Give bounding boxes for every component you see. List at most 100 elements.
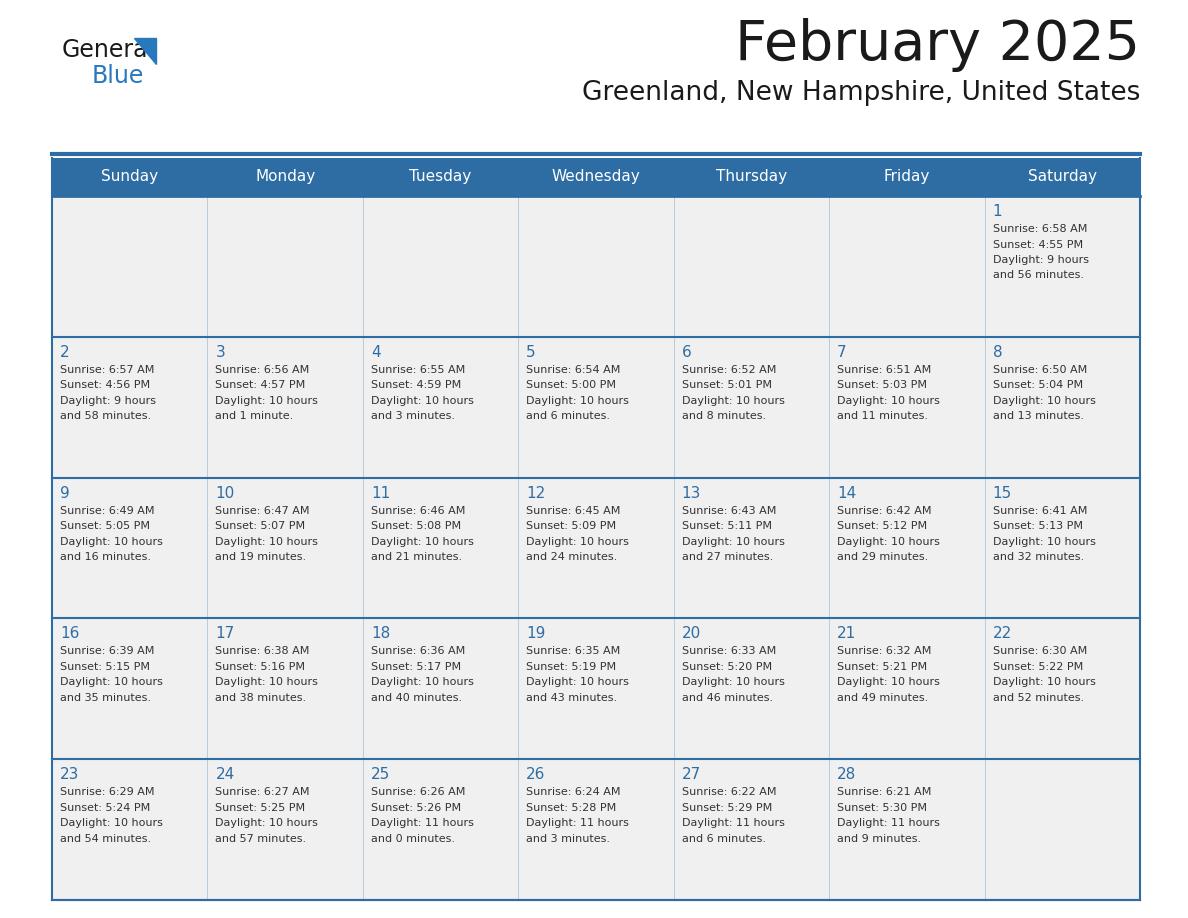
Bar — [362, 337, 518, 477]
Text: and 49 minutes.: and 49 minutes. — [838, 693, 928, 703]
Text: 16: 16 — [61, 626, 80, 642]
Text: Daylight: 11 hours: Daylight: 11 hours — [526, 818, 630, 828]
Text: and 29 minutes.: and 29 minutes. — [838, 552, 928, 562]
Text: 1: 1 — [992, 204, 1003, 219]
Bar — [362, 619, 518, 759]
Text: Sunset: 4:55 PM: Sunset: 4:55 PM — [992, 240, 1082, 250]
Text: and 3 minutes.: and 3 minutes. — [371, 411, 455, 421]
Text: and 0 minutes.: and 0 minutes. — [371, 834, 455, 844]
Text: Sunrise: 6:39 AM: Sunrise: 6:39 AM — [61, 646, 154, 656]
Bar — [829, 337, 985, 477]
Text: Sunrise: 6:57 AM: Sunrise: 6:57 AM — [61, 364, 154, 375]
Bar — [829, 477, 985, 619]
Text: Daylight: 10 hours: Daylight: 10 hours — [371, 677, 474, 688]
Text: Sunrise: 6:35 AM: Sunrise: 6:35 AM — [526, 646, 620, 656]
Text: Sunset: 5:24 PM: Sunset: 5:24 PM — [61, 802, 150, 812]
Text: Sunset: 5:08 PM: Sunset: 5:08 PM — [371, 521, 461, 532]
Text: Sunset: 5:22 PM: Sunset: 5:22 PM — [992, 662, 1082, 672]
Text: Daylight: 10 hours: Daylight: 10 hours — [682, 396, 784, 406]
Bar — [208, 759, 362, 900]
Text: Sunrise: 6:43 AM: Sunrise: 6:43 AM — [682, 506, 776, 516]
Text: Sunset: 5:12 PM: Sunset: 5:12 PM — [838, 521, 928, 532]
Text: Sunrise: 6:38 AM: Sunrise: 6:38 AM — [215, 646, 310, 656]
Text: Daylight: 10 hours: Daylight: 10 hours — [838, 677, 940, 688]
Text: Sunday: Sunday — [101, 170, 158, 185]
Text: 28: 28 — [838, 767, 857, 782]
Text: Sunrise: 6:52 AM: Sunrise: 6:52 AM — [682, 364, 776, 375]
Text: 4: 4 — [371, 345, 380, 360]
Text: Sunset: 5:04 PM: Sunset: 5:04 PM — [992, 380, 1082, 390]
Text: 22: 22 — [992, 626, 1012, 642]
Text: Daylight: 10 hours: Daylight: 10 hours — [838, 396, 940, 406]
Text: 9: 9 — [61, 486, 70, 500]
Text: Daylight: 10 hours: Daylight: 10 hours — [61, 818, 163, 828]
Text: Sunrise: 6:33 AM: Sunrise: 6:33 AM — [682, 646, 776, 656]
Text: and 8 minutes.: and 8 minutes. — [682, 411, 766, 421]
Bar — [674, 196, 829, 337]
Text: Sunset: 5:01 PM: Sunset: 5:01 PM — [682, 380, 772, 390]
Text: Blue: Blue — [91, 64, 145, 88]
Bar — [674, 619, 829, 759]
Text: 5: 5 — [526, 345, 536, 360]
Text: Sunset: 5:09 PM: Sunset: 5:09 PM — [526, 521, 617, 532]
Text: Sunset: 5:29 PM: Sunset: 5:29 PM — [682, 802, 772, 812]
Polygon shape — [134, 38, 156, 64]
Bar — [52, 158, 1140, 196]
Text: Sunset: 5:07 PM: Sunset: 5:07 PM — [215, 521, 305, 532]
Text: and 1 minute.: and 1 minute. — [215, 411, 293, 421]
Bar — [985, 477, 1140, 619]
Bar — [52, 337, 208, 477]
Text: and 52 minutes.: and 52 minutes. — [992, 693, 1083, 703]
Text: Sunset: 5:13 PM: Sunset: 5:13 PM — [992, 521, 1082, 532]
Text: Sunrise: 6:30 AM: Sunrise: 6:30 AM — [992, 646, 1087, 656]
Text: Greenland, New Hampshire, United States: Greenland, New Hampshire, United States — [582, 80, 1140, 106]
Bar — [208, 477, 362, 619]
Text: Monday: Monday — [255, 170, 315, 185]
Text: Sunset: 5:26 PM: Sunset: 5:26 PM — [371, 802, 461, 812]
Text: Daylight: 11 hours: Daylight: 11 hours — [838, 818, 940, 828]
Text: Daylight: 10 hours: Daylight: 10 hours — [526, 537, 630, 546]
Bar — [674, 477, 829, 619]
Text: Daylight: 9 hours: Daylight: 9 hours — [61, 396, 156, 406]
Text: and 19 minutes.: and 19 minutes. — [215, 552, 307, 562]
Bar — [829, 196, 985, 337]
Text: 14: 14 — [838, 486, 857, 500]
Bar — [518, 477, 674, 619]
Text: 7: 7 — [838, 345, 847, 360]
Text: 19: 19 — [526, 626, 545, 642]
Text: Sunrise: 6:46 AM: Sunrise: 6:46 AM — [371, 506, 466, 516]
Text: Daylight: 10 hours: Daylight: 10 hours — [215, 537, 318, 546]
Bar — [985, 337, 1140, 477]
Text: and 11 minutes.: and 11 minutes. — [838, 411, 928, 421]
Bar — [362, 759, 518, 900]
Bar — [518, 759, 674, 900]
Text: Daylight: 10 hours: Daylight: 10 hours — [526, 396, 630, 406]
Bar — [362, 196, 518, 337]
Text: Sunset: 5:00 PM: Sunset: 5:00 PM — [526, 380, 617, 390]
Text: Sunrise: 6:22 AM: Sunrise: 6:22 AM — [682, 788, 776, 797]
Text: 18: 18 — [371, 626, 390, 642]
Text: Wednesday: Wednesday — [551, 170, 640, 185]
Text: Sunrise: 6:49 AM: Sunrise: 6:49 AM — [61, 506, 154, 516]
Text: 15: 15 — [992, 486, 1012, 500]
Text: 24: 24 — [215, 767, 235, 782]
Text: and 54 minutes.: and 54 minutes. — [61, 834, 151, 844]
Text: Thursday: Thursday — [716, 170, 786, 185]
Text: and 3 minutes.: and 3 minutes. — [526, 834, 611, 844]
Bar — [985, 619, 1140, 759]
Bar — [985, 759, 1140, 900]
Text: Sunrise: 6:47 AM: Sunrise: 6:47 AM — [215, 506, 310, 516]
Text: and 43 minutes.: and 43 minutes. — [526, 693, 618, 703]
Text: Daylight: 11 hours: Daylight: 11 hours — [371, 818, 474, 828]
Bar — [52, 619, 208, 759]
Text: 27: 27 — [682, 767, 701, 782]
Text: Sunset: 5:11 PM: Sunset: 5:11 PM — [682, 521, 772, 532]
Text: Tuesday: Tuesday — [410, 170, 472, 185]
Text: 10: 10 — [215, 486, 235, 500]
Text: Daylight: 10 hours: Daylight: 10 hours — [371, 537, 474, 546]
Text: Sunrise: 6:41 AM: Sunrise: 6:41 AM — [992, 506, 1087, 516]
Text: 13: 13 — [682, 486, 701, 500]
Text: Sunrise: 6:50 AM: Sunrise: 6:50 AM — [992, 364, 1087, 375]
Text: and 35 minutes.: and 35 minutes. — [61, 693, 151, 703]
Text: Sunset: 4:57 PM: Sunset: 4:57 PM — [215, 380, 305, 390]
